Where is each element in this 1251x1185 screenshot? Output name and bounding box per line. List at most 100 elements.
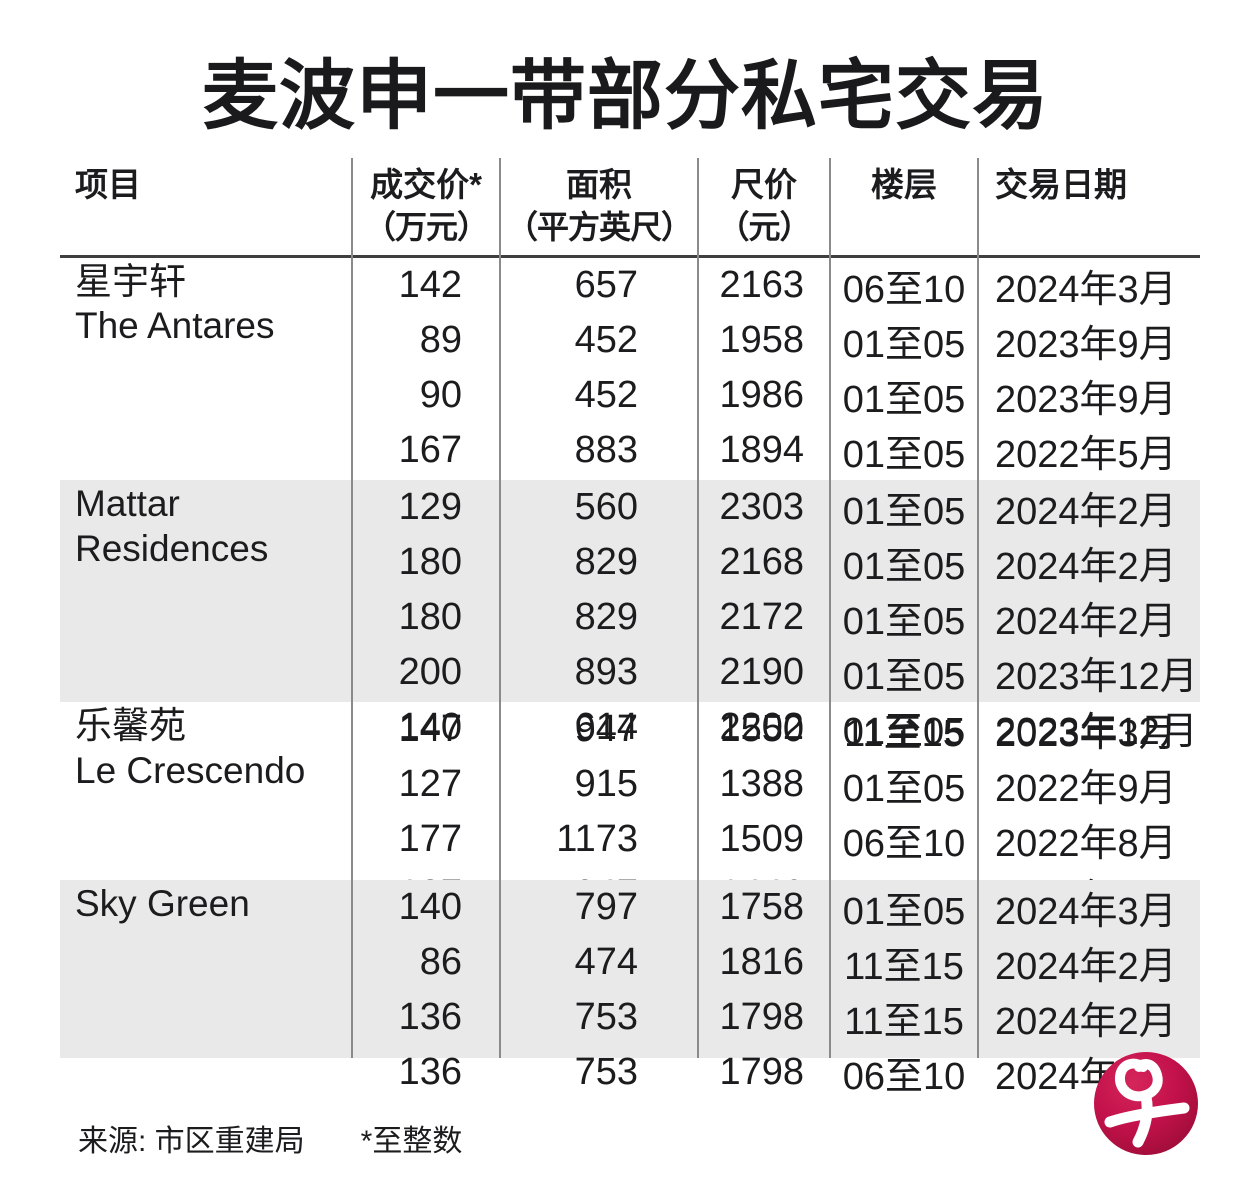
cell-area: 1173 — [556, 818, 638, 861]
source-note: 来源: 市区重建局 — [78, 1125, 305, 1158]
header-price-label: 成交价* — [370, 166, 482, 203]
zaobao-logo — [1094, 1052, 1198, 1155]
cell-floor: 06至10 — [842, 823, 966, 866]
project-name-line1: Sky Green — [75, 883, 250, 925]
cell-date: 2022年9月 — [995, 768, 1177, 811]
table-row: 136 753 1798 11至15 2024年2月 — [352, 990, 1200, 1045]
cell-date: 2022年5月 — [995, 434, 1177, 476]
transactions-table: 项目 成交价* （万元） 面积 （平方英尺） 尺价 （元） 楼层 交易日期 — [60, 158, 1200, 1098]
cell-date: 2024年2月 — [995, 1001, 1177, 1044]
cell-price: 142 — [398, 264, 462, 306]
cell-price: 180 — [398, 541, 462, 584]
cell-area: 947 — [574, 708, 638, 751]
table-row: 147 947 1550 11至15 2023年3月 — [352, 702, 1200, 757]
column-divider — [977, 158, 979, 1058]
cell-floor: 01至05 — [842, 601, 966, 644]
cell-floor: 11至15 — [844, 1001, 964, 1044]
cell-price: 177 — [398, 818, 462, 861]
cell-price: 200 — [398, 651, 462, 694]
cell-price: 127 — [398, 763, 462, 806]
project-rows: 142 657 2163 06至10 2024年3月 89 452 1958 0… — [352, 258, 1200, 531]
cell-date: 2023年9月 — [995, 324, 1177, 366]
cell-date: 2024年3月 — [995, 269, 1177, 311]
cell-floor: 01至05 — [842, 546, 966, 589]
cell-date: 2023年3月 — [995, 713, 1177, 756]
table-row: 127 915 1388 01至05 2022年9月 — [352, 757, 1200, 812]
cell-floor: 01至05 — [842, 768, 966, 811]
header-date-label: 交易日期 — [995, 166, 1127, 203]
cell-floor: 06至10 — [842, 269, 966, 311]
cell-psf: 1758 — [719, 886, 804, 929]
cell-psf: 2202 — [719, 706, 804, 749]
cell-price: 147 — [398, 708, 462, 751]
cell-area: 893 — [574, 651, 638, 694]
header-price-unit: （万元） — [363, 209, 489, 245]
table-row: 140 797 1758 01至05 2024年3月 — [352, 880, 1200, 935]
cell-floor: 06至10 — [842, 1056, 966, 1099]
header-area-unit: （平方英尺） — [505, 209, 693, 245]
cell-floor: 01至05 — [842, 434, 966, 476]
cell-price: 86 — [419, 941, 462, 984]
table-row: 177 1173 1509 06至10 2022年8月 — [352, 812, 1200, 867]
cell-area: 560 — [574, 486, 638, 529]
cell-floor: 11至15 — [844, 713, 964, 756]
cell-psf: 1894 — [719, 429, 804, 471]
project-name-line2 — [75, 927, 352, 971]
table-row: 136 753 1798 06至10 2024年2月 — [352, 1045, 1200, 1100]
project-rows: 147 947 1550 11至15 2023年3月 127 915 1388 … — [352, 702, 1200, 920]
header-floor-label: 楼层 — [871, 166, 937, 203]
cell-area: 452 — [574, 319, 638, 361]
project-group: 乐馨苑 Le Crescendo 147 947 1550 11至15 2023… — [60, 702, 1200, 920]
table-row: 86 474 1816 11至15 2024年2月 — [352, 935, 1200, 990]
cell-floor: 01至05 — [842, 711, 966, 754]
cell-area: 829 — [574, 596, 638, 639]
table-header-row: 项目 成交价* （万元） 面积 （平方英尺） 尺价 （元） 楼层 交易日期 — [60, 158, 1200, 258]
cell-psf: 1986 — [719, 374, 804, 416]
column-divider — [499, 158, 501, 1058]
project-name: Mattar Residences — [60, 480, 352, 702]
table-row: 90 452 1986 01至05 2023年9月 — [352, 368, 1200, 423]
cell-floor: 01至05 — [842, 656, 966, 699]
header-psf: 尺价 （元） — [698, 163, 830, 255]
cell-floor: 11至15 — [844, 946, 964, 989]
table-row: 89 452 1958 01至05 2023年9月 — [352, 313, 1200, 368]
header-floor: 楼层 — [830, 163, 978, 255]
project-name-line1: 乐馨苑 — [75, 705, 186, 747]
cell-psf: 1798 — [719, 1051, 804, 1094]
column-divider — [697, 158, 699, 1058]
table-row: 129 560 2303 01至05 2024年2月 — [352, 480, 1200, 535]
cell-price: 140 — [398, 886, 462, 929]
cell-psf: 1816 — [719, 941, 804, 984]
cell-area: 753 — [574, 1051, 638, 1094]
table-row: 180 829 2172 01至05 2024年2月 — [352, 590, 1200, 645]
cell-floor: 01至05 — [842, 379, 966, 421]
cell-price: 136 — [398, 996, 462, 1039]
header-area-label: 面积 — [566, 166, 632, 203]
cell-date: 2024年2月 — [995, 546, 1177, 589]
project-rows: 140 797 1758 01至05 2024年3月 86 474 1816 1… — [352, 880, 1200, 1098]
project-name: 星宇轩 The Antares — [60, 258, 352, 480]
cell-price: 89 — [419, 319, 462, 361]
cell-area: 657 — [574, 264, 638, 306]
cell-area: 614 — [574, 706, 638, 749]
cell-date: 2023年12月 — [995, 656, 1198, 699]
header-area: 面积 （平方英尺） — [500, 163, 698, 255]
cell-psf: 1509 — [719, 818, 804, 861]
table-row: 140 614 2202 01至05 2023年12月 — [352, 700, 1200, 755]
cell-psf: 2163 — [719, 264, 804, 306]
cell-floor: 01至05 — [842, 491, 966, 534]
column-divider — [829, 158, 831, 1058]
cell-date: 2023年12月 — [995, 711, 1198, 754]
header-psf-unit: （元） — [717, 209, 811, 245]
project-name-line2: Residences — [75, 527, 269, 569]
cell-psf: 2168 — [719, 541, 804, 584]
rounding-note: *至整数 — [360, 1125, 463, 1158]
cell-psf: 1550 — [719, 708, 804, 751]
cell-psf: 2190 — [719, 651, 804, 694]
header-price: 成交价* （万元） — [352, 163, 500, 255]
cell-psf: 1798 — [719, 996, 804, 1039]
cell-price: 136 — [398, 1051, 462, 1094]
cell-area: 915 — [574, 763, 638, 806]
column-divider — [351, 158, 353, 1058]
